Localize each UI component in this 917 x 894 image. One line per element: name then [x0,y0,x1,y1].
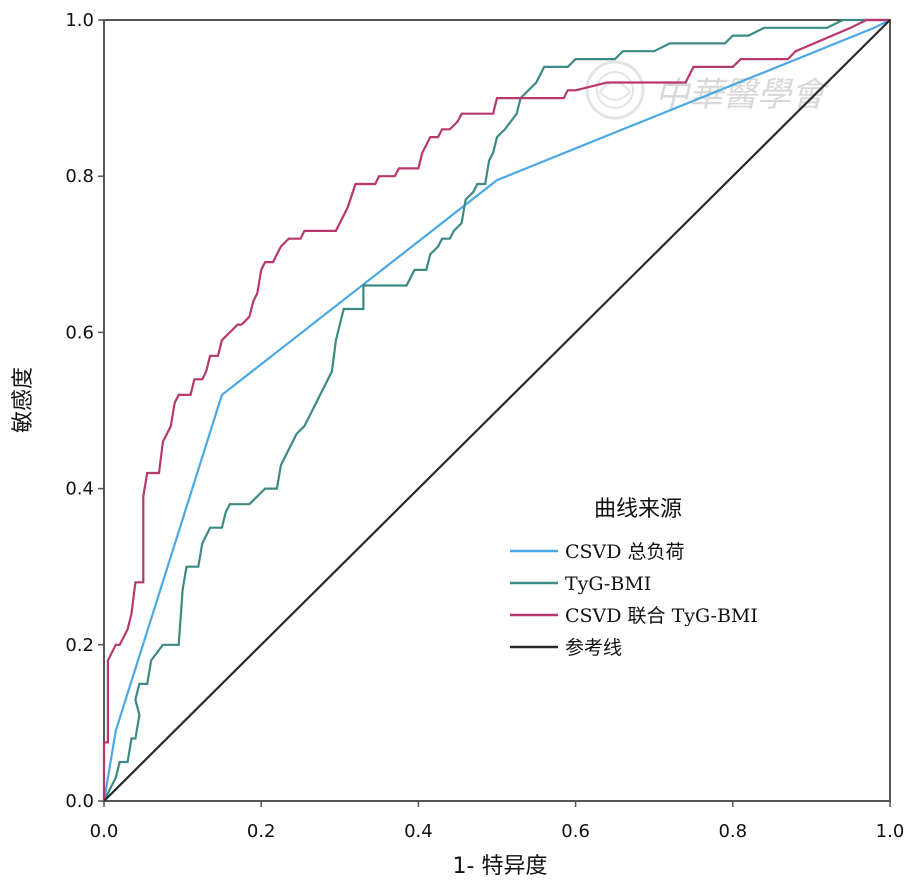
series-line-reference [103,19,891,802]
legend-title: 曲线来源 [594,497,682,522]
y-tick-label: 0.4 [65,479,94,500]
x-tick-label: 0.6 [561,821,590,842]
plot-frame [103,19,891,802]
x-tick-label: 0.0 [90,821,119,842]
x-tick-label: 0.2 [247,821,276,842]
x-tick-label: 0.8 [718,821,747,842]
y-axis-title: 敏感度 [11,367,36,433]
x-tick-label: 0.4 [404,821,433,842]
series-line-tyg-bmi [103,18,890,802]
y-tick-label: 0.0 [65,791,94,812]
legend-entries: CSVD 总负荷 TyG-BMI CSVD 联合 TyG-BMI 参考线 [510,541,758,659]
x-tick-label: 1.0 [876,821,905,842]
legend-label: CSVD 联合 TyG-BMI [565,605,758,627]
seal-icon [585,60,645,120]
series-layer [102,18,891,802]
y-tick-label: 0.2 [65,635,94,656]
legend-label: TyG-BMI [565,573,651,595]
x-axis-title: 1- 特异度 [453,854,548,879]
legend-label: CSVD 总负荷 [565,541,685,563]
y-tick-label: 1.0 [65,10,94,31]
y-axis-ticks: 0.0 0.2 0.4 0.6 0.8 1.0 [65,10,104,812]
x-axis-ticks: 0.0 0.2 0.4 0.6 0.8 1.0 [90,801,905,842]
y-tick-label: 0.8 [65,166,94,187]
series-line-csvd [102,19,891,802]
y-tick-label: 0.6 [65,322,94,343]
watermark: 中華醫學會 [585,60,830,120]
legend: 曲线来源 CSVD 总负荷 TyG-BMI CSVD 联合 TyG-BMI 参考线 [510,497,758,659]
legend-label: 参考线 [565,637,622,659]
series-line-combined [102,18,890,801]
